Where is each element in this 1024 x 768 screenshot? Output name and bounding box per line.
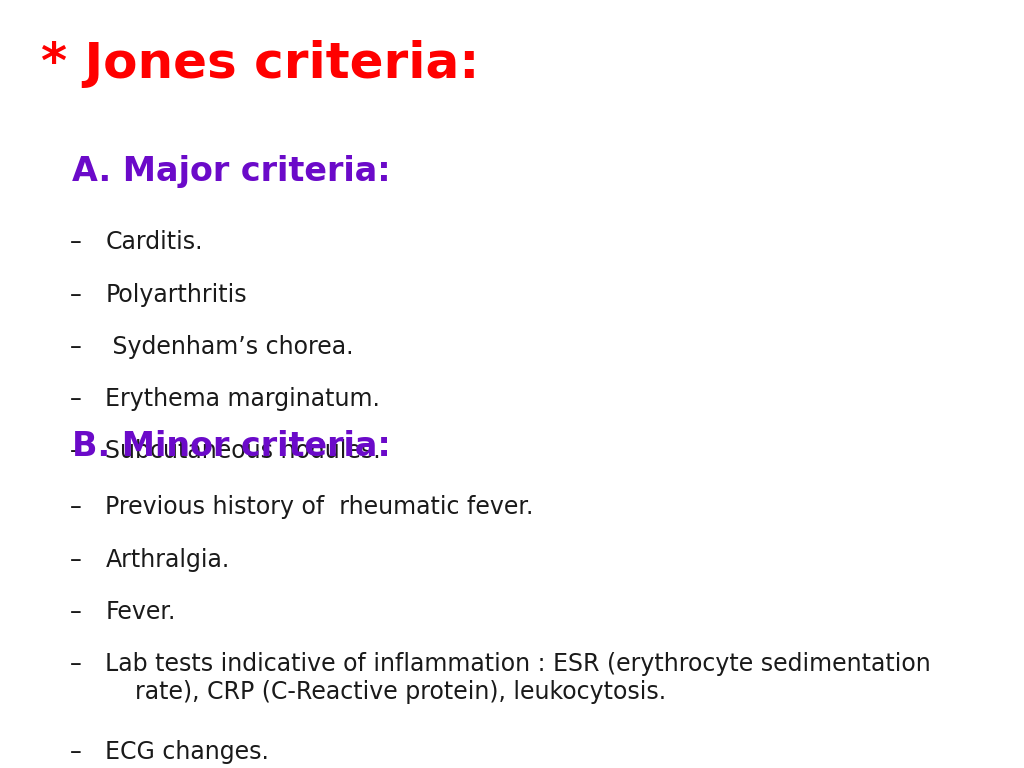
- Text: Subcutaneous nodules.: Subcutaneous nodules.: [105, 439, 381, 463]
- Text: B. Minor criteria:: B. Minor criteria:: [72, 430, 390, 463]
- Text: –: –: [70, 548, 81, 571]
- Text: Erythema marginatum.: Erythema marginatum.: [105, 387, 380, 411]
- Text: –: –: [70, 740, 81, 764]
- Text: –: –: [70, 495, 81, 519]
- Text: Polyarthritis: Polyarthritis: [105, 283, 247, 306]
- Text: –: –: [70, 387, 81, 411]
- Text: –: –: [70, 439, 81, 463]
- Text: Lab tests indicative of inflammation : ESR (erythrocyte sedimentation
    rate),: Lab tests indicative of inflammation : E…: [105, 652, 931, 703]
- Text: A. Major criteria:: A. Major criteria:: [72, 155, 390, 188]
- Text: –: –: [70, 283, 81, 306]
- Text: Previous history of  rheumatic fever.: Previous history of rheumatic fever.: [105, 495, 534, 519]
- Text: Carditis.: Carditis.: [105, 230, 203, 254]
- Text: –: –: [70, 600, 81, 624]
- Text: ECG changes.: ECG changes.: [105, 740, 269, 764]
- Text: Arthralgia.: Arthralgia.: [105, 548, 229, 571]
- Text: –: –: [70, 652, 81, 676]
- Text: –: –: [70, 230, 81, 254]
- Text: * Jones criteria:: * Jones criteria:: [41, 40, 479, 88]
- Text: Sydenham’s chorea.: Sydenham’s chorea.: [105, 335, 354, 359]
- Text: –: –: [70, 335, 81, 359]
- Text: Fever.: Fever.: [105, 600, 176, 624]
